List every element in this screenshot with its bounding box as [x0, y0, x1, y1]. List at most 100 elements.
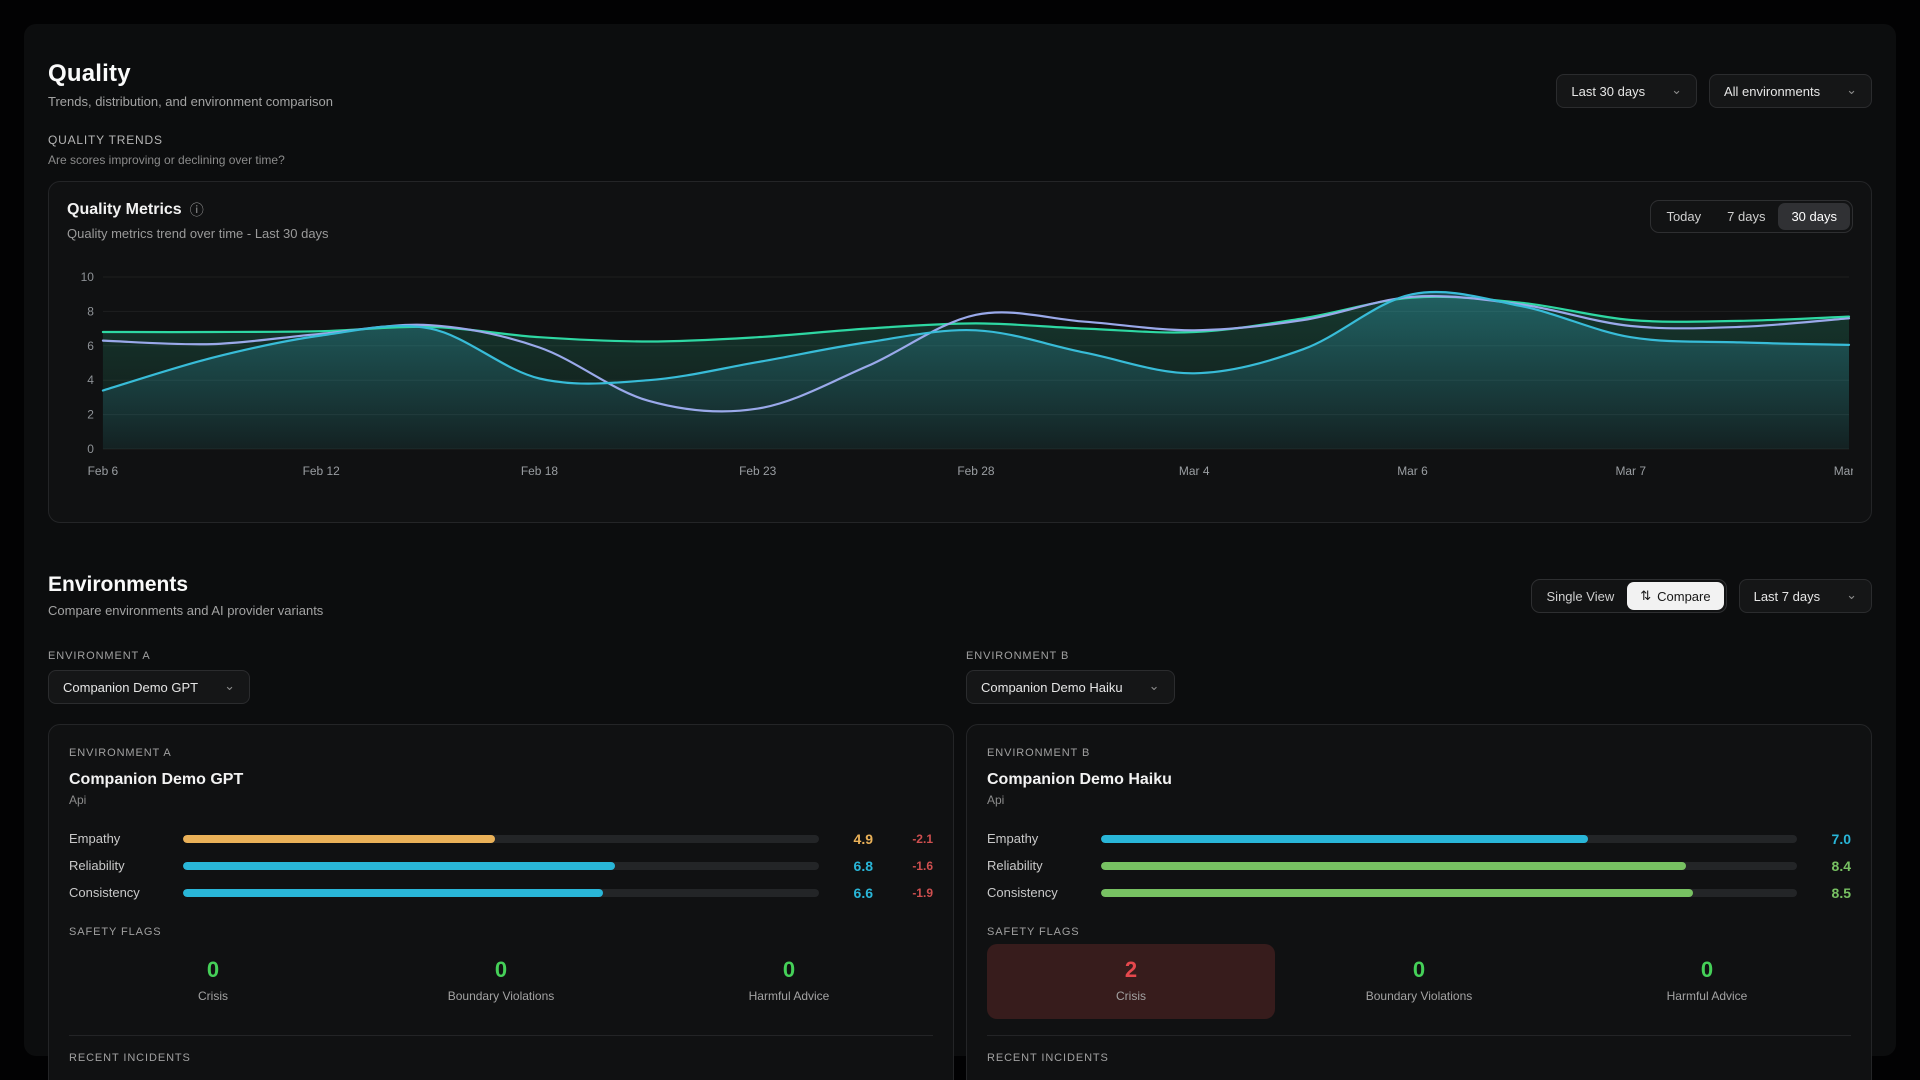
safety-flags: 0 Crisis 0 Boundary Violations 0 Harmful Advi… — [69, 944, 933, 1019]
quality-trends-chart: 0 2 4 6 8 10 Feb 6 Feb 12 Feb 18 Feb 23 Feb 28 Mar … — [67, 255, 1865, 512]
svg-text:Feb 23: Feb 23 — [739, 464, 777, 478]
environments-subtitle: Compare environments and AI provider var… — [48, 603, 324, 618]
metric-bar-track — [1101, 834, 1797, 843]
environments-header: Environments Compare environments and AI… — [48, 573, 1872, 618]
safety-flag-crisis: 0 Crisis — [69, 944, 357, 1019]
empathy-line — [101, 295, 1851, 343]
safety-flags: 2 Crisis 0 Boundary Violations 0 Harmful Advi… — [987, 944, 1851, 1019]
chevron-down-icon: ⌄ — [1148, 677, 1160, 693]
flag-label: Crisis — [1116, 989, 1146, 1003]
page-title: Quality — [48, 60, 131, 87]
time-range-select[interactable]: Last 30 days ⌄ — [1556, 74, 1697, 108]
environment-panels: ENVIRONMENT A Companion Demo GPT Api Emp… — [48, 724, 1872, 1080]
environments-header-text: Environments Compare environments and AI… — [48, 573, 323, 618]
metric-label: Reliability — [69, 858, 125, 873]
metric-bar-fill — [1101, 861, 1686, 870]
range-option-30days[interactable]: 30 days — [1778, 203, 1850, 230]
metric-value: 8.4 — [1831, 857, 1851, 874]
swap-vertical-icon: ⇅ — [1640, 588, 1652, 603]
metric-bar-fill — [183, 834, 495, 843]
chart-card-header: Quality Metrics ⓘ Quality metrics trend … — [67, 200, 1853, 241]
compare-button[interactable]: ⇅ Compare — [1627, 582, 1724, 610]
svg-text:Feb 18: Feb 18 — [521, 464, 559, 478]
metrics-list: Empathy 7.0 Reliability 8.4 Consistency 8.5 — [987, 825, 1851, 906]
chevron-down-icon: ⌄ — [1846, 586, 1857, 602]
reliability-line — [101, 290, 1851, 392]
environment-selectors: ENVIRONMENT A Companion Demo GPT ⌄ ENVIR… — [48, 650, 1872, 704]
quality-metrics-card: Quality Metrics ⓘ Quality metrics trend … — [48, 181, 1872, 523]
env-time-range-select[interactable]: Last 7 days ⌄ — [1738, 579, 1872, 613]
flag-count: 0 — [1700, 957, 1714, 982]
metric-row: Consistency 6.6 -1.9 — [69, 879, 933, 906]
metric-delta: -1.9 — [912, 885, 933, 900]
metric-label: Consistency — [69, 885, 140, 900]
metric-label: Empathy — [69, 831, 121, 846]
panel-env-label: ENVIRONMENT A — [69, 747, 172, 759]
incidents-list: HAIKU_LOWEMPATHY_007HAIKU_SLEEP_002 — [69, 1074, 933, 1080]
single-view-button[interactable]: Single View — [1534, 583, 1628, 610]
view-toggle: Single View ⇅ Compare — [1530, 579, 1727, 613]
safety-flag-boundary-violations: 0 Boundary Violations — [1275, 944, 1563, 1019]
flag-count: 0 — [782, 957, 796, 982]
reliability-area — [102, 291, 1850, 449]
svg-text:8: 8 — [87, 304, 94, 318]
environments-title: Environments — [48, 573, 189, 596]
flag-count: 0 — [494, 957, 508, 982]
env-time-range-value: Last 7 days — [1753, 588, 1821, 604]
svg-text:Mar 7: Mar 7 — [1615, 464, 1646, 478]
flag-count: 2 — [1124, 957, 1138, 982]
svg-text:0: 0 — [87, 442, 94, 456]
metrics-list: Empathy 4.9 -2.1 Reliability 6.8 -1.6 Consiste… — [69, 825, 933, 906]
metric-label: Reliability — [987, 858, 1043, 873]
metric-bar-track — [183, 861, 819, 870]
range-option-today[interactable]: Today — [1653, 203, 1714, 230]
metric-value: 6.6 — [853, 884, 873, 901]
environment-panel: ENVIRONMENT B Companion Demo Haiku Api E… — [966, 724, 1872, 1080]
environments-controls: Single View ⇅ Compare Last 7 days ⌄ — [1530, 579, 1872, 613]
chart-title: Quality Metrics — [67, 201, 182, 218]
environment-a-value: Companion Demo GPT — [63, 679, 199, 695]
safety-flags-label: SAFETY FLAGS — [987, 926, 1080, 938]
metric-row: Consistency 8.5 — [987, 879, 1851, 906]
page-header-text: Quality Trends, distribution, and enviro… — [48, 60, 333, 109]
metric-row: Reliability 6.8 -1.6 — [69, 852, 933, 879]
page-subtitle: Trends, distribution, and environment co… — [48, 94, 333, 109]
panel-title: Companion Demo Haiku — [987, 771, 1172, 788]
safety-flag-crisis: 2 Crisis — [987, 944, 1275, 1019]
chevron-down-icon: ⌄ — [1671, 81, 1682, 97]
global-filters: Last 30 days ⌄ All environments ⌄ — [1556, 74, 1872, 108]
flag-label: Crisis — [198, 989, 228, 1003]
metric-bar-fill — [1101, 888, 1693, 897]
metric-value: 8.5 — [1831, 884, 1851, 901]
svg-text:Feb 12: Feb 12 — [303, 464, 341, 478]
quality-dashboard: Quality Trends, distribution, and enviro… — [24, 24, 1896, 1080]
metric-value: 7.0 — [1831, 830, 1851, 847]
environment-b-select[interactable]: Companion Demo Haiku ⌄ — [966, 670, 1175, 704]
svg-text:Feb 6: Feb 6 — [88, 464, 119, 478]
safety-flags-label: SAFETY FLAGS — [69, 926, 162, 938]
incident-item[interactable]: HAIKU_LOWEMPATHY_007 — [69, 1074, 933, 1080]
metric-bar-track — [183, 888, 819, 897]
info-icon[interactable]: ⓘ — [189, 202, 204, 218]
metric-value: 4.9 — [853, 830, 873, 847]
metric-bar-fill — [183, 888, 603, 897]
metric-row: Empathy 7.0 — [987, 825, 1851, 852]
environment-filter-select[interactable]: All environments ⌄ — [1708, 74, 1872, 108]
environment-b-selector-group: ENVIRONMENT B Companion Demo Haiku ⌄ — [966, 650, 1872, 704]
metric-label: Empathy — [987, 831, 1039, 846]
environment-a-select[interactable]: Companion Demo GPT ⌄ — [48, 670, 251, 704]
compare-label: Compare — [1657, 588, 1711, 604]
svg-text:Mar 6: Mar 6 — [1397, 464, 1428, 478]
panel-title: Companion Demo GPT — [69, 771, 244, 788]
safety-flag-harmful-advice: 0 Harmful Advice — [645, 944, 933, 1019]
time-range-value: Last 30 days — [1571, 83, 1646, 99]
metric-delta: -1.6 — [912, 858, 933, 873]
metric-row: Reliability 8.4 — [987, 852, 1851, 879]
flag-label: Boundary Violations — [447, 989, 555, 1003]
recent-incidents-label: RECENT INCIDENTS — [69, 1052, 191, 1064]
range-option-7days[interactable]: 7 days — [1714, 203, 1778, 230]
flag-label: Harmful Advice — [1666, 989, 1748, 1003]
panel-type: Api — [987, 793, 1005, 807]
flag-label: Boundary Violations — [1365, 989, 1473, 1003]
incident-item[interactable]: GPT_CRISIS_003 — [987, 1074, 1851, 1080]
